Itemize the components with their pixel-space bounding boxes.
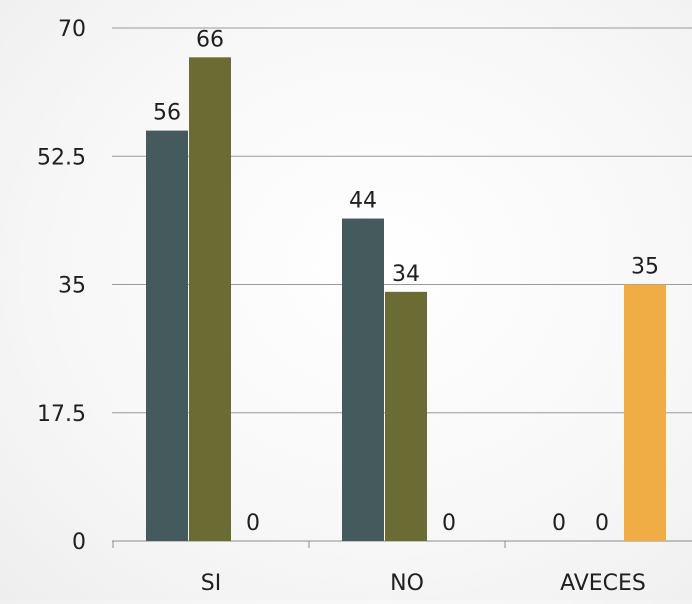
x-tick-label: AVECES (560, 571, 646, 596)
data-label: 0 (442, 511, 456, 536)
data-label: 34 (392, 262, 420, 287)
y-tick-label: 52.5 (37, 145, 86, 170)
data-label: 35 (631, 255, 659, 280)
y-tick-label: 0 (72, 530, 86, 555)
data-label: 0 (552, 511, 566, 536)
bar (624, 284, 666, 541)
data-label: 56 (153, 101, 181, 126)
data-label: 66 (196, 27, 224, 52)
data-label: 44 (349, 189, 377, 214)
bar (342, 218, 384, 542)
x-tick-label: NO (390, 571, 424, 596)
bar (385, 291, 427, 541)
data-label: 0 (595, 511, 609, 536)
bar (146, 130, 188, 541)
y-tick-label: 17.5 (37, 402, 86, 427)
data-label: 0 (246, 511, 260, 536)
y-tick-label: 70 (58, 17, 86, 42)
y-tick-label: 35 (58, 274, 86, 299)
bar (189, 57, 231, 542)
x-tick-label: SI (201, 571, 221, 596)
